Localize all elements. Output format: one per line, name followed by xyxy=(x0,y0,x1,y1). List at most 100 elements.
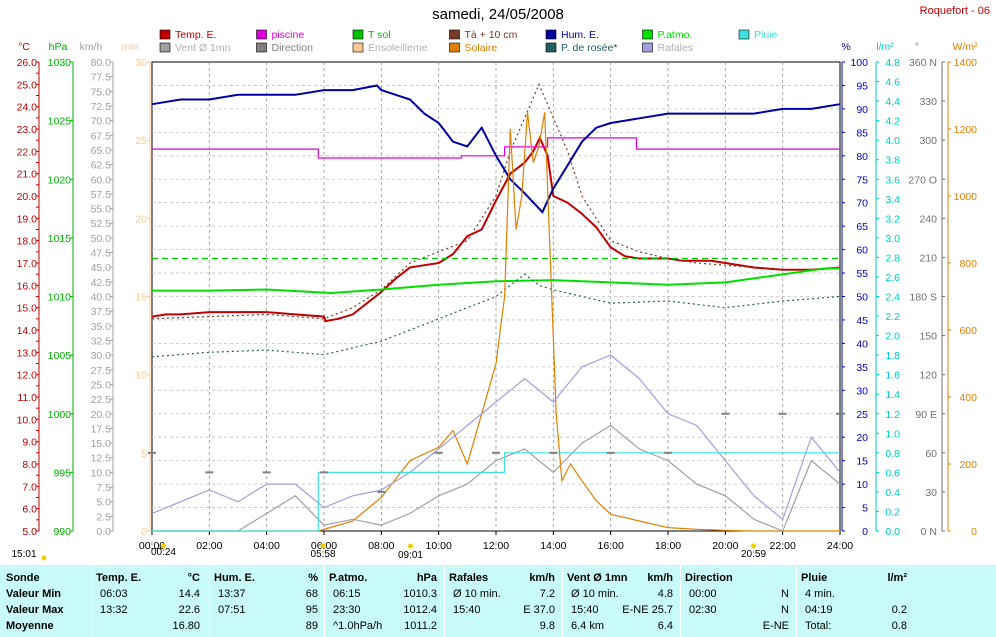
summary-time: 13:37 xyxy=(218,588,246,600)
legend-swatch xyxy=(159,42,171,53)
summary-unit: °C xyxy=(187,572,200,584)
summary-time: 00:00 xyxy=(689,588,717,600)
axis-label-min: 25 xyxy=(135,135,147,147)
axis-label-rain: 0.0 xyxy=(885,526,900,538)
summary-unit: l/m² xyxy=(887,572,907,584)
summary-value: 1011.2 xyxy=(404,620,437,632)
axis-label-hum: 100 xyxy=(850,57,868,69)
axis-label-dir: 150 xyxy=(919,331,937,343)
axis-label-temp: 5.0 xyxy=(22,526,37,538)
axis-label-solar: 200 xyxy=(959,459,977,471)
axis-label-solar: 800 xyxy=(959,258,977,270)
axis-label-wind: 15.0 xyxy=(91,438,112,450)
summary-value: 14.4 xyxy=(178,588,200,600)
axis-label-wind: 60.0 xyxy=(91,174,112,186)
summary-panel: Sonde Valeur Min Valeur Max Moyenne Temp. E.… xyxy=(0,565,996,637)
chart-title: samedi, 24/05/2008 xyxy=(432,6,564,23)
series-point-direction xyxy=(721,412,730,415)
axis-label-rain: 0.2 xyxy=(885,506,900,518)
legend-swatch xyxy=(449,42,460,53)
axis-label-temp: 16.0 xyxy=(17,280,38,292)
summary-value: N xyxy=(781,588,789,600)
summary-header: Sonde xyxy=(6,572,40,584)
x-tick-label: 22:00 xyxy=(770,540,796,552)
axis-label-dir: 30 xyxy=(925,487,937,499)
series-line-p-de-ros-e- xyxy=(151,273,841,358)
summary-value: 16.80 xyxy=(172,620,200,632)
axis-unit-hum: % xyxy=(841,41,850,53)
axis-label-solar: 1200 xyxy=(954,124,978,136)
series-line-piscine xyxy=(152,137,840,159)
series-line-hum-e- xyxy=(151,84,841,214)
axis-label-temp: 6.0 xyxy=(22,504,37,516)
axis-label-rain: 3.2 xyxy=(885,213,900,225)
summary-column: Vent Ø 1mn km/h Ø 10 min. 4.8 15:40 E-NE 25.7… xyxy=(562,565,677,637)
legend-swatch xyxy=(256,42,267,53)
series-point-direction xyxy=(262,471,271,474)
x-tick-label: 10:00 xyxy=(426,540,452,552)
axis-label-temp: 19.0 xyxy=(17,213,38,225)
summary-value: 1010.3 xyxy=(403,588,437,600)
axis-label-wind: 75.0 xyxy=(91,86,112,98)
axis-label-temp: 25.0 xyxy=(17,79,38,91)
series-point-direction xyxy=(377,490,386,493)
axis-label-temp: 21.0 xyxy=(17,169,38,181)
x-tick-label: 02:00 xyxy=(196,540,222,552)
summary-header: Rafales xyxy=(449,572,489,584)
axis-label-wind: 30.0 xyxy=(91,350,112,362)
axis-label-hum: 50 xyxy=(856,292,868,304)
summary-value: 22.6 xyxy=(178,604,200,616)
summary-header: P.atmo. xyxy=(329,572,368,584)
station-name: Roquefort - 06 xyxy=(919,5,990,17)
x-tick-label: 18:00 xyxy=(655,540,681,552)
axis-label-temp: 18.0 xyxy=(17,236,38,248)
axis-label-hum: 35 xyxy=(856,362,868,374)
axis-label-min: 5 xyxy=(141,448,147,460)
summary-header: Temp. E. xyxy=(96,572,142,584)
summary-header: Direction xyxy=(685,572,733,584)
axis-label-press: 990 xyxy=(53,526,71,538)
axis-label-press: 1010 xyxy=(48,292,72,304)
axis-label-hum: 95 xyxy=(856,80,868,92)
weather-chart: Temp. E. piscine T sol Tà + 10 cm Hum. E. P.a… xyxy=(11,29,978,561)
axis-label-wind: 70.0 xyxy=(91,116,112,128)
summary-value: N xyxy=(781,604,789,616)
series-line-t-10-cm xyxy=(151,82,841,320)
sunset-marker xyxy=(751,543,757,549)
moonrise-label: 00:24 xyxy=(151,547,176,558)
axis-label-hum: 60 xyxy=(856,245,868,257)
axis-label-rain: 1.4 xyxy=(885,389,900,401)
summary-value: 4.8 xyxy=(657,588,673,600)
moonset-label: 15:01 xyxy=(11,549,36,560)
axis-label-wind: 65.0 xyxy=(91,145,112,157)
legend-swatch xyxy=(352,29,364,40)
x-tick-label: 20:00 xyxy=(712,540,738,552)
axis-label-dir: 60 xyxy=(925,448,937,460)
axis-unit-temp: °C xyxy=(18,41,30,53)
summary-time: 4 min. xyxy=(805,588,835,600)
summary-header: Pluie xyxy=(801,572,828,584)
summary-column: Hum. E.% 13:37 68 07:51 95 89 xyxy=(209,565,322,637)
axis-label-hum: 55 xyxy=(856,268,868,280)
summary-value: 0.2 xyxy=(891,604,907,616)
axis-label-rain: 4.0 xyxy=(885,135,900,147)
axis-label-dir: 0 N xyxy=(921,526,937,538)
axis-label-min: 15 xyxy=(135,292,147,304)
axis-label-wind: 7.5 xyxy=(96,482,111,494)
series-point-direction xyxy=(606,451,615,454)
sunrise-label: 05:58 xyxy=(311,549,336,560)
series-point-direction xyxy=(492,451,500,454)
axis-unit-rain: l/m² xyxy=(876,41,894,53)
series-point-direction xyxy=(836,412,844,415)
axis-label-hum: 75 xyxy=(856,174,868,186)
axis-label-hum: 65 xyxy=(856,221,868,233)
axis-label-temp: 17.0 xyxy=(17,258,38,270)
moonset-marker xyxy=(41,555,47,561)
legend-label: Ensoleilleme xyxy=(368,42,428,54)
axis-label-temp: 13.0 xyxy=(17,347,38,359)
summary-value: 1012.4 xyxy=(403,604,437,616)
series-line-pluie xyxy=(152,452,840,532)
axis-label-dir: 120 xyxy=(919,370,937,382)
axis-label-dir: 360 N xyxy=(909,57,937,69)
axis-label-wind: 52.5 xyxy=(91,218,112,230)
